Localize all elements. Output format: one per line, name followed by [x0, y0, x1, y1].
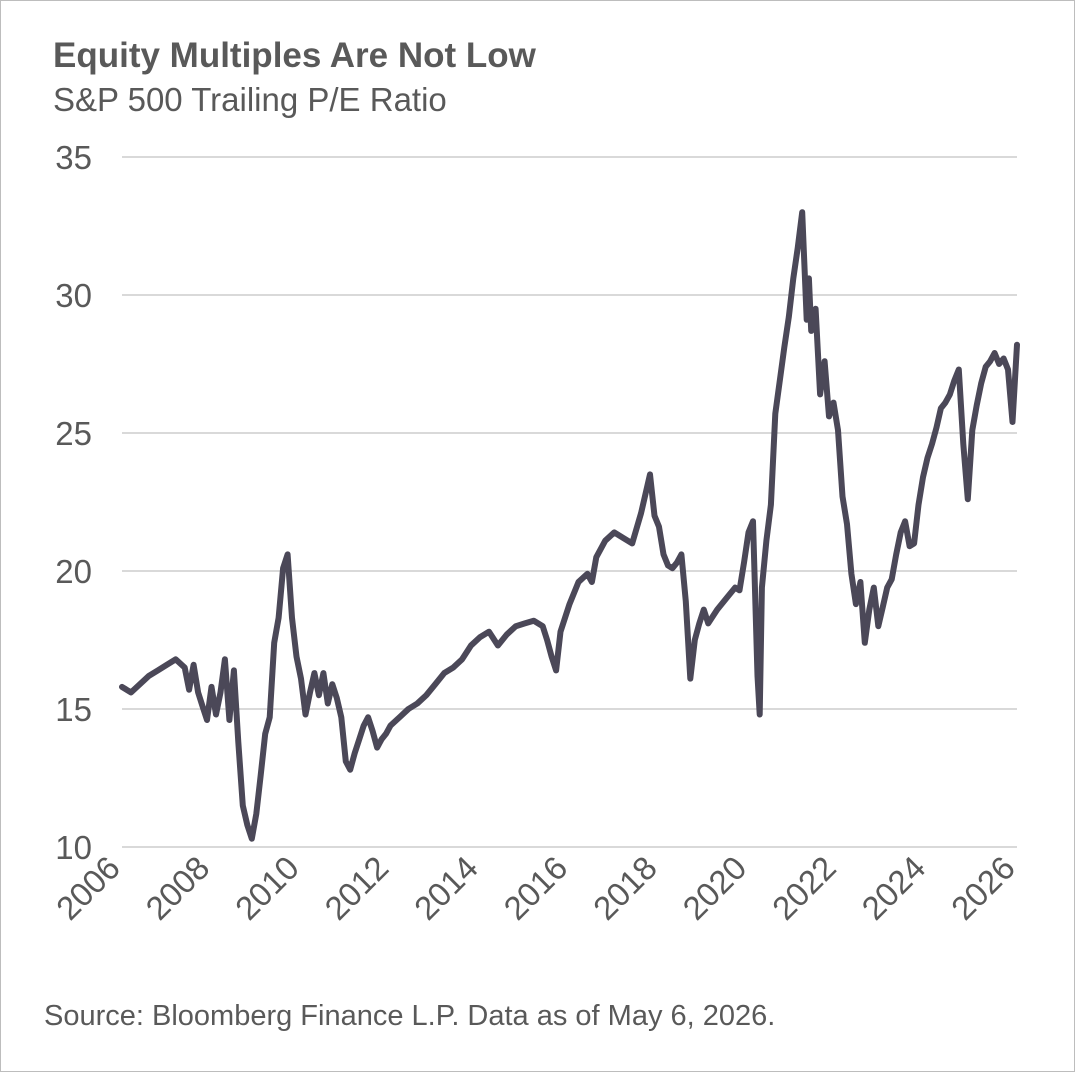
chart-title: Equity Multiples Are Not Low — [53, 36, 536, 75]
y-axis-ticks: 10 15 20 25 30 35 — [55, 139, 92, 866]
x-tick-label: 2010 — [228, 849, 306, 927]
x-tick-label: 2012 — [317, 849, 395, 927]
x-tick-label: 2014 — [407, 849, 485, 927]
source-note: Source: Bloomberg Finance L.P. Data as o… — [44, 1000, 776, 1032]
x-tick-label: 2016 — [496, 849, 574, 927]
grid-lines — [122, 156, 1017, 848]
y-tick-label: 35 — [55, 139, 92, 176]
x-tick-label: 2008 — [138, 849, 216, 927]
x-tick-label: 2024 — [854, 849, 932, 927]
chart-subtitle: S&P 500 Trailing P/E Ratio — [53, 81, 447, 118]
y-tick-label: 25 — [55, 415, 92, 452]
x-tick-label: 2020 — [675, 849, 753, 927]
y-tick-label: 15 — [55, 691, 92, 728]
y-tick-label: 30 — [55, 277, 92, 314]
x-axis-ticks: 2006 2008 2010 2012 2014 2016 2018 2020 2022 2024… — [49, 849, 1022, 927]
y-tick-label: 10 — [55, 829, 92, 866]
series-layer — [119, 209, 1020, 842]
series-line-0 — [119, 209, 1020, 842]
x-tick-label: 2022 — [765, 849, 843, 927]
x-tick-label: 2026 — [944, 849, 1022, 927]
x-tick-label: 2018 — [586, 849, 664, 927]
y-tick-label: 20 — [55, 553, 92, 590]
